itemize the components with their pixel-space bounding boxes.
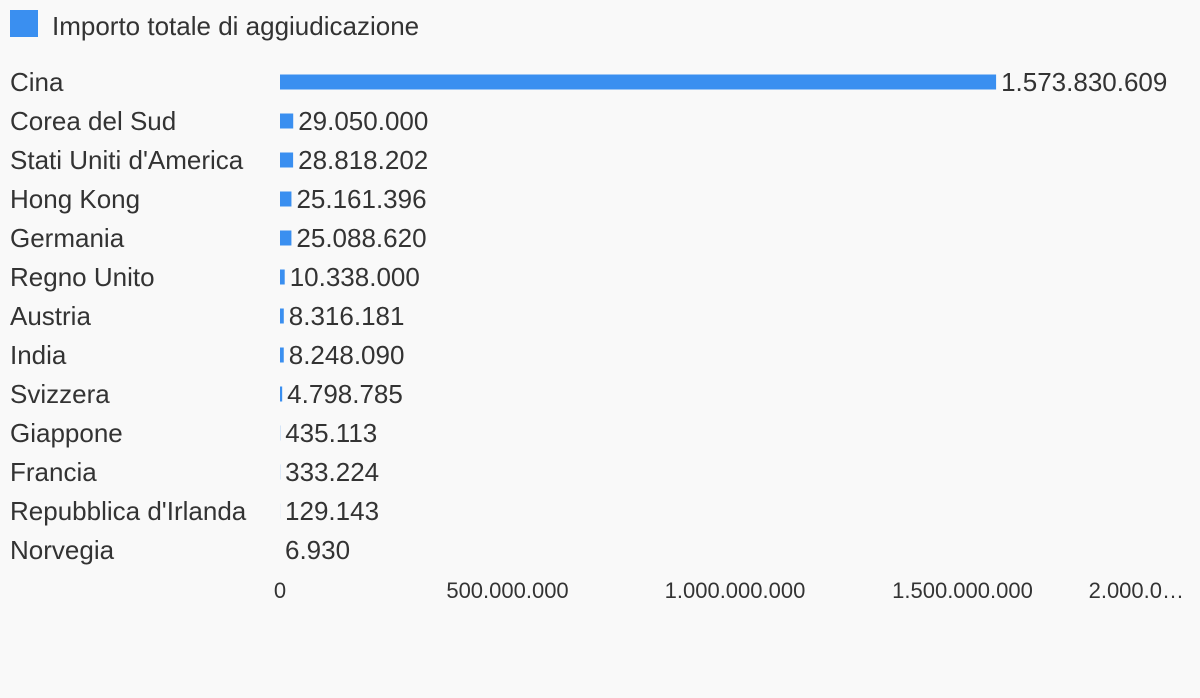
- data-label: 28.818.202: [298, 145, 428, 175]
- data-label: 333.224: [285, 457, 379, 487]
- x-tick-label: 2.000.0…: [1089, 578, 1184, 603]
- square-swatch-icon: [10, 10, 38, 37]
- category-label: Germania: [10, 223, 125, 253]
- data-label: 435.113: [285, 418, 377, 448]
- category-label: Hong Kong: [10, 184, 140, 214]
- bar[interactable]: [280, 386, 283, 402]
- category-label: Corea del Sud: [10, 106, 176, 136]
- x-tick-label: 500.000.000: [446, 578, 568, 603]
- data-label: 8.316.181: [289, 301, 405, 331]
- data-label: 25.088.620: [296, 223, 426, 253]
- category-label: India: [10, 340, 67, 370]
- data-label: 8.248.090: [289, 340, 405, 370]
- category-label: Norvegia: [10, 535, 115, 565]
- x-tick-label: 1.500.000.000: [892, 578, 1033, 603]
- category-label: Cina: [10, 67, 64, 97]
- bar[interactable]: [280, 74, 997, 90]
- category-label: Austria: [10, 301, 91, 331]
- x-tick-label: 1.000.000.000: [665, 578, 806, 603]
- legend[interactable]: Importo totale di aggiudicazione: [10, 10, 419, 41]
- data-label: 25.161.396: [296, 184, 426, 214]
- bar[interactable]: [280, 191, 292, 207]
- x-axis: 0 500.000.000 1.000.000.000 1.500.000.000 2.…: [274, 578, 1184, 603]
- x-tick-label: 0: [274, 578, 286, 603]
- data-label: 10.338.000: [290, 262, 420, 292]
- category-label: Regno Unito: [10, 262, 155, 292]
- bar[interactable]: [280, 269, 285, 285]
- bar[interactable]: [280, 152, 294, 168]
- bar[interactable]: [280, 308, 284, 324]
- category-label: Francia: [10, 457, 97, 487]
- bar[interactable]: [280, 230, 292, 246]
- bar[interactable]: [280, 113, 294, 129]
- legend-label: Importo totale di aggiudicazione: [52, 11, 419, 41]
- data-label: 1.573.830.609: [1001, 67, 1167, 97]
- data-label: 4.798.785: [287, 379, 403, 409]
- data-label: 6.930: [285, 535, 350, 565]
- data-label: 29.050.000: [298, 106, 428, 136]
- category-label: Stati Uniti d'America: [10, 145, 244, 175]
- category-label: Repubblica d'Irlanda: [10, 496, 247, 526]
- category-label: Giappone: [10, 418, 123, 448]
- bar-rows: Cina 1.573.830.609 Corea del Sud 29.050.000…: [10, 67, 1167, 565]
- data-label: 129.143: [285, 496, 379, 526]
- category-label: Svizzera: [10, 379, 110, 409]
- bar[interactable]: [280, 347, 284, 363]
